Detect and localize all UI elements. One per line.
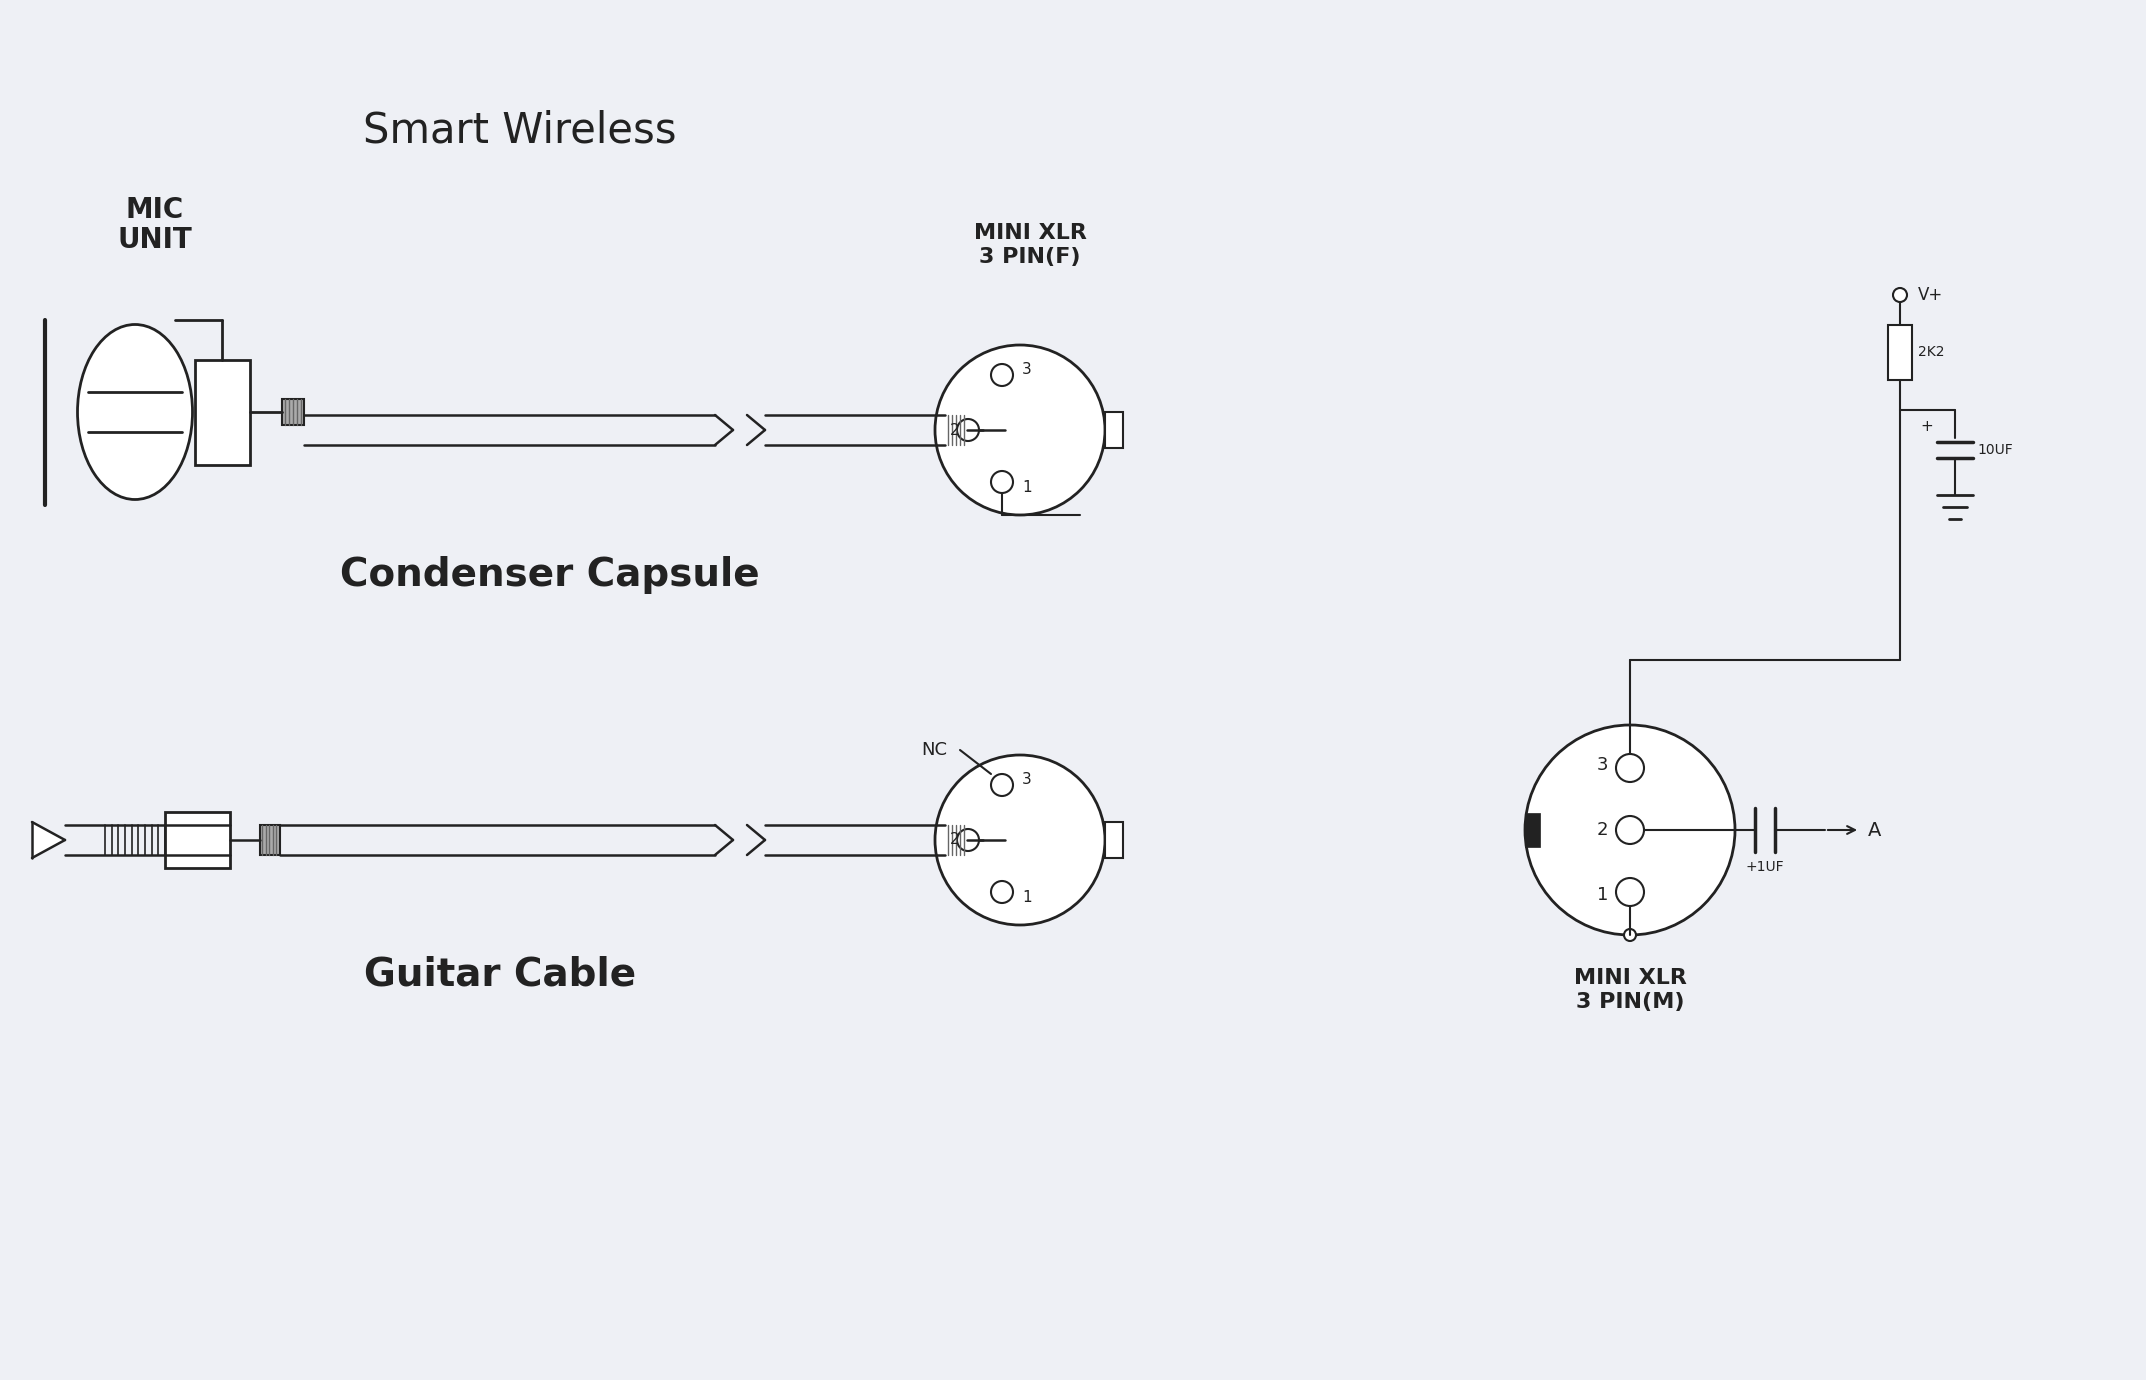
Bar xyxy=(1888,326,1912,380)
Circle shape xyxy=(991,471,1013,493)
Text: MINI XLR
3 PIN(F): MINI XLR 3 PIN(F) xyxy=(974,224,1086,266)
Text: 3: 3 xyxy=(1021,771,1032,787)
Text: A: A xyxy=(1867,821,1882,839)
Circle shape xyxy=(957,420,979,442)
Text: MINI XLR
3 PIN(M): MINI XLR 3 PIN(M) xyxy=(1573,969,1687,1012)
Circle shape xyxy=(991,880,1013,903)
Circle shape xyxy=(1893,288,1908,302)
Text: 3: 3 xyxy=(1021,362,1032,377)
Text: V+: V+ xyxy=(1919,286,1944,304)
Circle shape xyxy=(991,774,1013,796)
Circle shape xyxy=(1625,929,1635,941)
Bar xyxy=(1105,822,1122,858)
Text: 1: 1 xyxy=(1021,479,1032,494)
Circle shape xyxy=(1616,878,1644,907)
Text: 2: 2 xyxy=(951,832,959,847)
Circle shape xyxy=(957,829,979,851)
Text: 2: 2 xyxy=(951,422,959,437)
Circle shape xyxy=(991,364,1013,386)
Ellipse shape xyxy=(77,324,193,500)
Text: 10UF: 10UF xyxy=(1976,443,2013,457)
Text: 2K2: 2K2 xyxy=(1919,345,1944,360)
Text: NC: NC xyxy=(921,741,946,759)
Bar xyxy=(1526,813,1541,847)
Text: 2: 2 xyxy=(1597,821,1607,839)
Text: +1UF: +1UF xyxy=(1745,860,1783,874)
Circle shape xyxy=(1526,724,1734,936)
Text: 1: 1 xyxy=(1021,890,1032,904)
Text: +: + xyxy=(1921,418,1934,433)
Circle shape xyxy=(936,755,1105,925)
Bar xyxy=(281,399,305,425)
Circle shape xyxy=(936,345,1105,515)
Bar xyxy=(944,415,968,444)
Text: Guitar Cable: Guitar Cable xyxy=(365,956,635,994)
Bar xyxy=(260,825,279,856)
Text: Smart Wireless: Smart Wireless xyxy=(363,109,676,150)
Circle shape xyxy=(1616,753,1644,782)
Polygon shape xyxy=(32,822,64,858)
Circle shape xyxy=(1616,816,1644,845)
Text: MIC
UNIT: MIC UNIT xyxy=(118,196,193,254)
Text: Condenser Capsule: Condenser Capsule xyxy=(341,556,760,593)
Bar xyxy=(944,825,968,856)
Text: 1: 1 xyxy=(1597,886,1607,904)
Bar xyxy=(1105,413,1122,449)
Bar xyxy=(195,360,249,465)
Text: 3: 3 xyxy=(1597,756,1607,774)
Bar xyxy=(165,811,230,868)
